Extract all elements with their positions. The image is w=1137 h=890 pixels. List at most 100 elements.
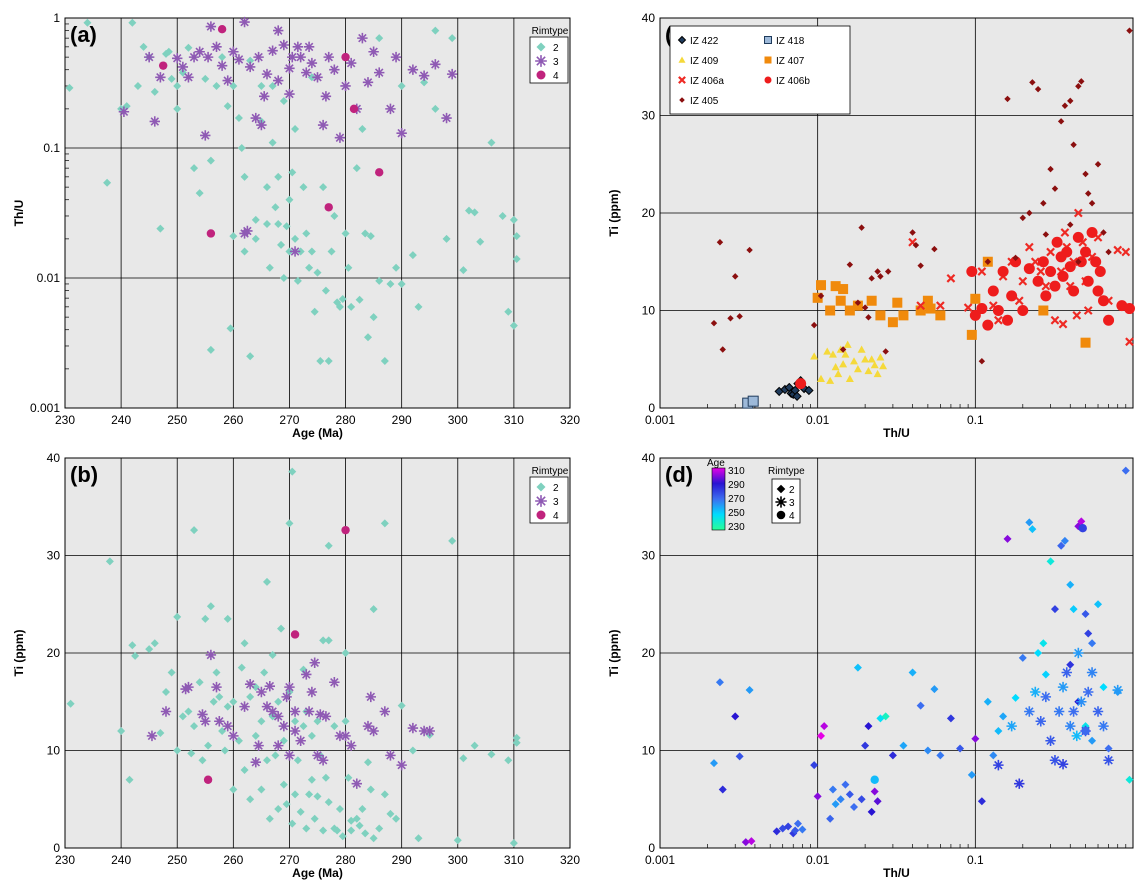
data-point (368, 725, 379, 737)
data-point (1046, 247, 1055, 257)
data-point (200, 130, 211, 141)
legend-entry: IZ 422 (690, 36, 719, 47)
data-point (338, 294, 347, 303)
x-tick-label: 0.1 (967, 853, 984, 867)
data-point (509, 321, 518, 330)
series-iz-406b (795, 227, 1135, 390)
data-point (854, 299, 862, 306)
data-point (868, 275, 875, 282)
data-point (240, 247, 249, 256)
data-point (223, 102, 232, 111)
y-axis-label: Ti (ppm) (12, 629, 26, 676)
data-point (1088, 200, 1096, 207)
data-point (1075, 83, 1082, 90)
x-tick-label: 270 (279, 853, 299, 867)
data-point (1053, 706, 1065, 717)
x-tick-label: 250 (167, 853, 187, 867)
data-point (831, 800, 840, 809)
data-point (260, 668, 269, 677)
data-point (424, 725, 435, 737)
data-point (211, 41, 222, 53)
data-point (329, 64, 340, 75)
data-point (228, 730, 239, 742)
data-point (333, 826, 342, 835)
data-point (253, 740, 264, 751)
data-point (246, 352, 255, 361)
data-point (1057, 758, 1069, 770)
data-point (309, 657, 320, 668)
data-point (936, 751, 945, 760)
data-point (302, 824, 311, 833)
data-point (930, 685, 939, 694)
data-point (1010, 256, 1022, 268)
data-point (1042, 231, 1050, 238)
data-point (453, 836, 462, 845)
data-point (846, 261, 854, 268)
data-point (982, 319, 994, 331)
data-point (198, 756, 207, 765)
data-point (710, 319, 718, 327)
x-tick-label: 280 (336, 853, 356, 867)
data-point (1004, 95, 1011, 103)
data-point (242, 225, 253, 237)
legend: Rimtype 2 3 4 (529, 26, 569, 84)
y-tick-label: 20 (642, 646, 656, 660)
data-point (882, 348, 889, 355)
legend-marker (535, 55, 547, 67)
data-point (375, 34, 384, 43)
data-point (498, 211, 507, 220)
data-point (1080, 337, 1091, 348)
data-point (857, 345, 866, 353)
data-point (1072, 231, 1084, 243)
data-point (909, 229, 916, 236)
data-point (128, 18, 137, 27)
y-tick-label: 40 (47, 451, 61, 465)
data-point (257, 717, 266, 726)
data-point (1019, 214, 1026, 222)
data-point (1085, 190, 1092, 197)
data-point (772, 827, 781, 836)
data-point (1075, 258, 1082, 265)
legend-item (764, 36, 772, 44)
data-point (1012, 254, 1019, 262)
x-axis-label: Th/U (883, 866, 910, 880)
x-tick-label: 230 (55, 413, 75, 427)
data-point (257, 785, 266, 794)
y-tick-label: 0 (53, 841, 60, 855)
data-point (1057, 270, 1069, 282)
data-point (237, 144, 246, 152)
data-point (306, 57, 318, 69)
data-point (504, 756, 513, 765)
data-point (215, 692, 224, 701)
legend-marker (775, 496, 787, 508)
data-point (844, 305, 855, 316)
data-point (922, 295, 933, 306)
data-point (817, 731, 826, 740)
panel-label: (d) (665, 462, 693, 487)
data-point (187, 749, 196, 758)
data-point (1061, 246, 1073, 258)
data-point (719, 346, 726, 353)
data-point (448, 34, 457, 43)
data-point (302, 229, 311, 238)
data-point (853, 365, 862, 373)
data-point (206, 229, 216, 238)
data-point (879, 362, 888, 370)
data-point (735, 752, 744, 761)
data-point (407, 64, 419, 75)
y-tick-label: 0.1 (43, 141, 60, 155)
data-point (1068, 285, 1080, 297)
data-point (223, 614, 232, 623)
colorbar-tick-label: 310 (728, 466, 745, 477)
data-point (313, 792, 322, 801)
data-point (201, 614, 210, 623)
data-point (1040, 290, 1052, 302)
data-point (307, 731, 316, 740)
data-point (288, 168, 297, 177)
data-point (167, 74, 176, 83)
legend-item (678, 76, 686, 84)
data-point (784, 822, 793, 831)
data-point (397, 701, 406, 710)
